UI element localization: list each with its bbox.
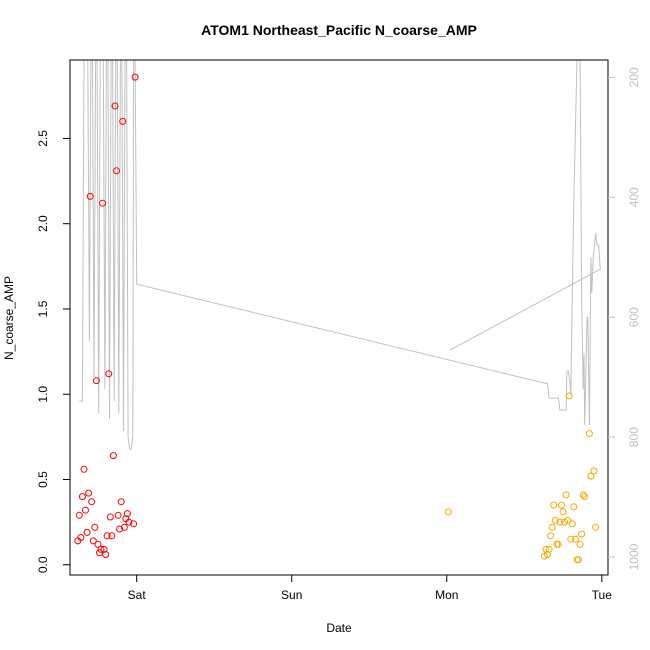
data-point: [579, 491, 587, 499]
data-point: [96, 549, 103, 557]
data-point: [105, 370, 113, 378]
y-tick-label: 1.5: [36, 300, 50, 317]
data-point: [78, 493, 86, 501]
data-point: [89, 537, 97, 545]
data-point: [116, 525, 124, 533]
data-point: [85, 489, 93, 497]
data-point: [585, 430, 593, 437]
data-point: [547, 532, 555, 540]
data-point: [102, 551, 110, 558]
data-point: [581, 493, 589, 501]
y-axis-label: N_coarse_AMP: [2, 276, 16, 360]
data-point: [97, 545, 105, 553]
data-point: [564, 516, 572, 524]
data-point: [83, 528, 91, 536]
data-point: [542, 545, 550, 553]
data-point: [77, 534, 85, 541]
y-tick-label: 0.5: [36, 471, 50, 488]
data-point: [567, 535, 575, 543]
data-point: [88, 498, 96, 506]
data-point: [119, 117, 127, 125]
data-point: [575, 556, 582, 564]
data-point: [91, 523, 99, 531]
data-point: [559, 508, 567, 516]
data-point: [108, 532, 116, 540]
data-points-layer: [74, 73, 600, 564]
data-point: [106, 513, 114, 521]
data-point: [558, 501, 565, 509]
data-point: [554, 540, 562, 548]
data-point: [130, 520, 138, 528]
right-y-tick-label: 200: [627, 67, 641, 87]
data-point: [131, 73, 139, 81]
data-point: [587, 472, 595, 480]
data-point: [113, 167, 120, 175]
data-point: [570, 503, 578, 511]
data-point: [117, 498, 125, 506]
depth-line: [79, 60, 601, 450]
right-y-axis: 200 400 600 800 1000: [608, 67, 641, 570]
data-point: [99, 199, 107, 207]
data-point: [545, 545, 553, 553]
data-point: [592, 523, 600, 531]
data-point: [123, 510, 131, 518]
y-tick-label: 1.0: [36, 386, 50, 403]
y-axis: 0.0 0.5 1.0 1.5 2.0 2.5: [36, 130, 70, 573]
data-point: [80, 465, 88, 473]
right-y-tick-label: 600: [627, 307, 641, 327]
data-point: [114, 511, 122, 519]
data-point: [111, 102, 119, 110]
data-point: [109, 452, 117, 460]
y-tick-label: 2.0: [36, 215, 50, 232]
data-point: [86, 192, 94, 200]
data-point: [103, 532, 111, 540]
y-tick-label: 0.0: [36, 556, 50, 573]
data-point: [571, 535, 579, 543]
depth-line-layer: [79, 60, 601, 450]
x-axis-label: Date: [326, 621, 352, 635]
x-tick-label: Sun: [281, 588, 302, 602]
data-point: [75, 511, 83, 519]
data-point: [578, 530, 586, 538]
right-y-tick-label: 400: [627, 187, 641, 207]
data-point: [551, 516, 559, 524]
data-point: [94, 540, 102, 548]
x-tick-label: Mon: [435, 588, 458, 602]
data-point: [125, 518, 133, 526]
data-point: [565, 392, 573, 400]
data-point: [548, 523, 556, 531]
data-point: [562, 491, 570, 499]
x-tick-label: Tue: [592, 588, 613, 602]
data-point: [444, 508, 452, 516]
y-tick-label: 2.5: [36, 130, 50, 147]
data-point: [576, 540, 584, 548]
data-point: [82, 506, 89, 514]
right-y-tick-label: 1000: [627, 543, 641, 570]
right-y-tick-label: 800: [627, 427, 641, 447]
data-point: [120, 523, 128, 531]
data-point: [590, 467, 598, 475]
chart-title: ATOM1 Northeast_Pacific N_coarse_AMP: [201, 22, 477, 38]
data-point: [550, 501, 558, 509]
data-point: [92, 377, 100, 385]
x-axis: Sat Sun Mon Tue: [128, 575, 613, 602]
data-point: [568, 520, 576, 528]
data-point: [556, 518, 564, 526]
x-tick-label: Sat: [128, 588, 147, 602]
